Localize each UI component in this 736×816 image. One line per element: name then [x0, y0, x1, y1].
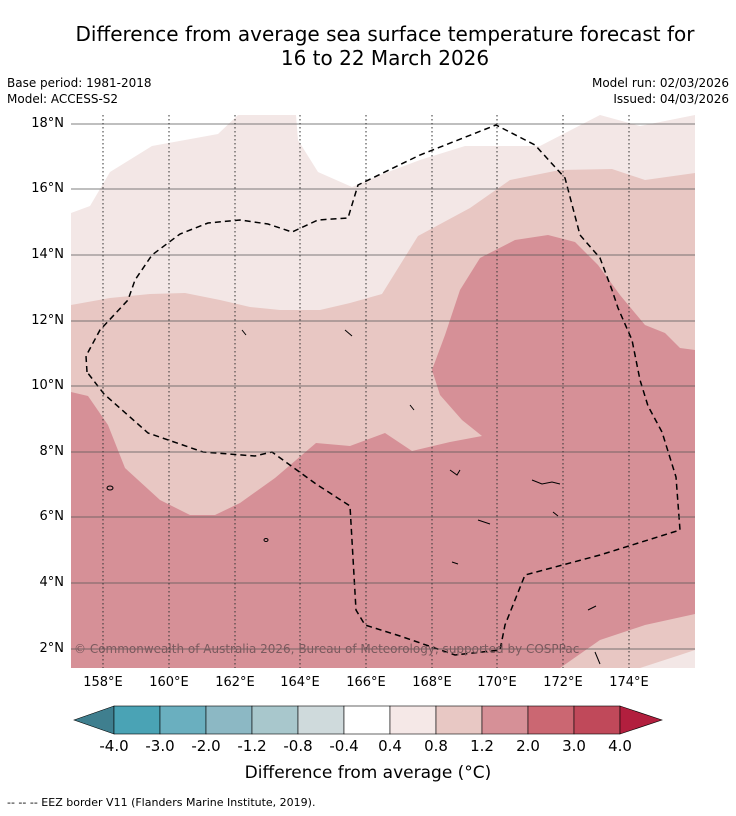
colorbar-label: 0.8: [424, 737, 448, 755]
island-8: [477, 519, 491, 525]
colorbar-label: -0.4: [329, 737, 359, 755]
island-7: [451, 561, 459, 565]
lat-label-2n: 2°N: [39, 641, 65, 656]
colorbar-label: 1.2: [470, 737, 494, 755]
colorbar-label: -2.0: [191, 737, 221, 755]
island-3: [449, 469, 461, 476]
lat-label-6n: 6°N: [39, 509, 65, 524]
title-line-2: 16 to 22 March 2026: [280, 46, 490, 70]
lon-label-172e: 172°E: [543, 675, 583, 690]
colorbar-bin-10: [527, 705, 575, 735]
colorbar-bin-3: [205, 705, 253, 735]
colorbar-label: -0.8: [283, 737, 313, 755]
island-4: [531, 479, 561, 485]
anomaly-zone-1.2-2.0: [71, 235, 695, 668]
anomaly-zone-below-0.4: [640, 650, 695, 668]
colorbar-title: Difference from average (°C): [244, 763, 492, 783]
colorbar-bin-2: [159, 705, 207, 735]
colorbar-arrow-low: [73, 705, 115, 735]
anomaly-zone-below-0.8: [560, 614, 695, 668]
model-name: Model: ACCESS-S2: [7, 92, 119, 106]
colorbar-label: 2.0: [516, 737, 540, 755]
colorbar-bin-11: [573, 705, 621, 735]
colorbar-label: 4.0: [608, 737, 632, 755]
lat-label-12n: 12°N: [31, 313, 64, 328]
lat-label-16n: 16°N: [31, 181, 64, 196]
lat-label-18n: 18°N: [31, 116, 64, 131]
meta-left: Base period: 1981-2018 Model: ACCESS-S2: [7, 75, 152, 107]
lat-gridlines: [71, 123, 695, 650]
colorbar-bin-8: [435, 705, 483, 735]
colorbar-label: 0.4: [378, 737, 402, 755]
eez-border: [85, 124, 681, 656]
colorbar-label: -1.2: [237, 737, 267, 755]
colorbar-label: 3.0: [562, 737, 586, 755]
island-2: [263, 538, 269, 542]
islands: [106, 329, 601, 665]
colorbar-arrow-high: [619, 705, 663, 735]
lon-label-160e: 160°E: [149, 675, 189, 690]
lon-label-158e: 158°E: [83, 675, 123, 690]
island-1: [106, 485, 114, 491]
lat-label-8n: 8°N: [39, 444, 65, 459]
issued-date: Issued: 04/03/2026: [613, 92, 729, 106]
lat-label-4n: 4°N: [39, 575, 65, 590]
island-12: [409, 404, 415, 411]
colorbar-bin-9: [481, 705, 529, 735]
island-6: [594, 651, 601, 665]
colorbar-bin-5: [297, 705, 345, 735]
map-area: [71, 115, 695, 668]
lon-label-174e: 174°E: [609, 675, 649, 690]
colorbar-label: -4.0: [99, 737, 129, 755]
lon-gridlines: [102, 115, 630, 668]
lon-label-162e: 162°E: [215, 675, 255, 690]
island-10: [344, 329, 353, 337]
colorbar: [73, 705, 663, 735]
eez-footnote: -- -- -- EEZ border V11 (Flanders Marine…: [7, 796, 316, 809]
colorbar-bin-4: [251, 705, 299, 735]
base-period: Base period: 1981-2018: [7, 76, 152, 90]
lon-label-168e: 168°E: [412, 675, 452, 690]
lat-label-14n: 14°N: [31, 247, 64, 262]
colorbar-bin-7: [389, 705, 437, 735]
title-line-1: Difference from average sea surface temp…: [75, 22, 695, 46]
island-11: [241, 329, 247, 336]
colorbar-bin-1: [113, 705, 161, 735]
chart-title: Difference from average sea surface temp…: [40, 22, 730, 70]
meta-right: Model run: 02/03/2026 Issued: 04/03/2026: [592, 75, 729, 107]
lon-label-164e: 164°E: [280, 675, 320, 690]
colorbar-label: -3.0: [145, 737, 175, 755]
model-run: Model run: 02/03/2026: [591, 76, 729, 90]
lat-label-10n: 10°N: [31, 378, 64, 393]
island-5: [587, 605, 597, 611]
lon-label-170e: 170°E: [477, 675, 517, 690]
colorbar-bin-6: [343, 705, 391, 735]
island-9: [552, 511, 559, 517]
copyright-notice: © Commonwealth of Australia 2026, Bureau…: [74, 642, 579, 656]
lon-label-166e: 166°E: [346, 675, 386, 690]
